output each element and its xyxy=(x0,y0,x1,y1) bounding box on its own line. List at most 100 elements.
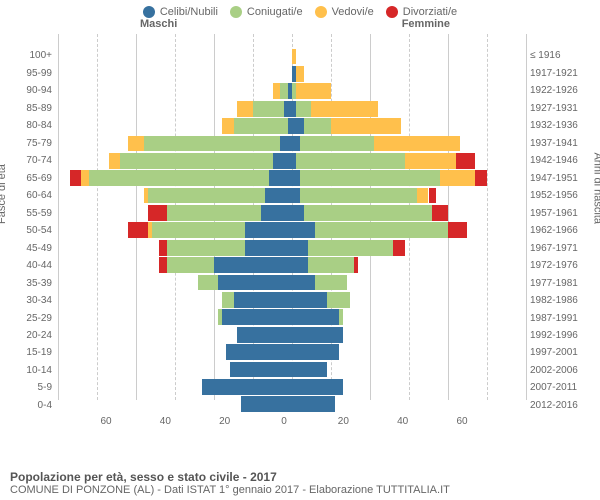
bar-segment xyxy=(292,170,300,186)
age-label: 40-44 xyxy=(10,260,56,271)
bar-segment xyxy=(456,153,475,169)
legend-swatch xyxy=(143,6,155,18)
bar-segment xyxy=(296,153,405,169)
bar-row xyxy=(58,188,526,204)
x-tick: 60 xyxy=(100,416,111,427)
age-label: 65-69 xyxy=(10,173,56,184)
footer: Popolazione per età, sesso e stato civil… xyxy=(10,470,450,496)
bar-segment xyxy=(261,205,292,221)
bar-segment xyxy=(120,153,272,169)
bar-segment xyxy=(475,170,487,186)
birth-label: 1932-1936 xyxy=(530,120,590,131)
age-label: 60-64 xyxy=(10,190,56,201)
y-axis-title-right: Anni di nascita xyxy=(592,152,600,224)
bar-segment xyxy=(144,188,148,204)
legend-item: Divorziati/e xyxy=(386,6,457,18)
bar-segment xyxy=(405,153,456,169)
birth-label: 1957-1961 xyxy=(530,208,590,219)
bar-row xyxy=(58,83,526,99)
bar-segment xyxy=(273,153,292,169)
birth-label: 1977-1981 xyxy=(530,278,590,289)
bar-segment xyxy=(417,188,429,204)
bar-segment xyxy=(339,309,343,325)
birth-label: 1962-1966 xyxy=(530,225,590,236)
bar-segment xyxy=(144,136,281,152)
bar-segment xyxy=(292,205,304,221)
bar-segment xyxy=(292,396,335,412)
bar-segment xyxy=(218,275,292,291)
birth-label: 1972-1976 xyxy=(530,260,590,271)
bar-segment xyxy=(159,257,167,273)
gender-headers: Maschi Femmine xyxy=(10,18,590,34)
age-label: 50-54 xyxy=(10,225,56,236)
bar-segment xyxy=(265,188,292,204)
legend-swatch xyxy=(230,6,242,18)
birth-label: 2012-2016 xyxy=(530,400,590,411)
legend-item: Celibi/Nubili xyxy=(143,6,218,18)
age-label: 90-94 xyxy=(10,85,56,96)
birth-label: 1922-1926 xyxy=(530,85,590,96)
age-label: 70-74 xyxy=(10,155,56,166)
bar-segment xyxy=(296,66,304,82)
x-tick: 40 xyxy=(397,416,408,427)
bar-segment xyxy=(296,101,312,117)
bar-segment xyxy=(237,101,253,117)
birth-label: 1927-1931 xyxy=(530,103,590,114)
chart-title: Popolazione per età, sesso e stato civil… xyxy=(10,470,450,484)
bar-segment xyxy=(300,136,374,152)
age-label: 80-84 xyxy=(10,120,56,131)
chart-area: Fasce di età Anni di nascita Maschi Femm… xyxy=(10,18,590,418)
bar-segment xyxy=(311,101,377,117)
x-tick: 20 xyxy=(219,416,230,427)
bar-segment xyxy=(273,83,281,99)
legend-label: Divorziati/e xyxy=(403,6,457,18)
bar-segment xyxy=(300,188,417,204)
bar-segment xyxy=(202,379,292,395)
age-label: 100+ xyxy=(10,50,56,61)
male-header: Maschi xyxy=(140,18,177,30)
age-label: 30-34 xyxy=(10,295,56,306)
bar-segment xyxy=(128,222,147,238)
bar-segment xyxy=(222,309,292,325)
legend-swatch xyxy=(386,6,398,18)
birth-label: 2002-2006 xyxy=(530,365,590,376)
bar-segment xyxy=(245,222,292,238)
gridline xyxy=(526,34,527,400)
chart-subtitle: COMUNE DI PONZONE (AL) - Dati ISTAT 1° g… xyxy=(10,484,450,496)
bar-segment xyxy=(331,118,401,134)
bar-segment xyxy=(292,292,327,308)
bar-segment xyxy=(308,257,355,273)
bar-segment xyxy=(292,240,308,256)
age-label: 25-29 xyxy=(10,313,56,324)
legend: Celibi/NubiliConiugati/eVedovi/eDivorzia… xyxy=(0,0,600,18)
bar-row xyxy=(58,292,526,308)
bar-segment xyxy=(292,362,327,378)
female-header: Femmine xyxy=(402,18,450,30)
bar-segment xyxy=(234,118,289,134)
bar-segment xyxy=(167,257,214,273)
bar-row xyxy=(58,344,526,360)
bar-segment xyxy=(226,344,292,360)
legend-label: Coniugati/e xyxy=(247,6,303,18)
bar-segment xyxy=(448,222,467,238)
bar-segment xyxy=(241,396,292,412)
birth-label: 1942-1946 xyxy=(530,155,590,166)
x-tick: 0 xyxy=(281,416,287,427)
bar-row xyxy=(58,257,526,273)
x-tick: 20 xyxy=(338,416,349,427)
bar-segment xyxy=(292,309,339,325)
bar-segment xyxy=(70,170,82,186)
bar-segment xyxy=(300,170,440,186)
age-label: 75-79 xyxy=(10,138,56,149)
bar-segment xyxy=(280,83,288,99)
x-tick: 40 xyxy=(160,416,171,427)
bar-row xyxy=(58,153,526,169)
bar-segment xyxy=(315,222,448,238)
bar-segment xyxy=(152,222,246,238)
y-axis-title-left: Fasce di età xyxy=(0,164,8,224)
bar-row xyxy=(58,362,526,378)
bar-segment xyxy=(167,205,261,221)
bar-segment xyxy=(237,327,292,343)
age-label: 0-4 xyxy=(10,400,56,411)
bar-row xyxy=(58,275,526,291)
